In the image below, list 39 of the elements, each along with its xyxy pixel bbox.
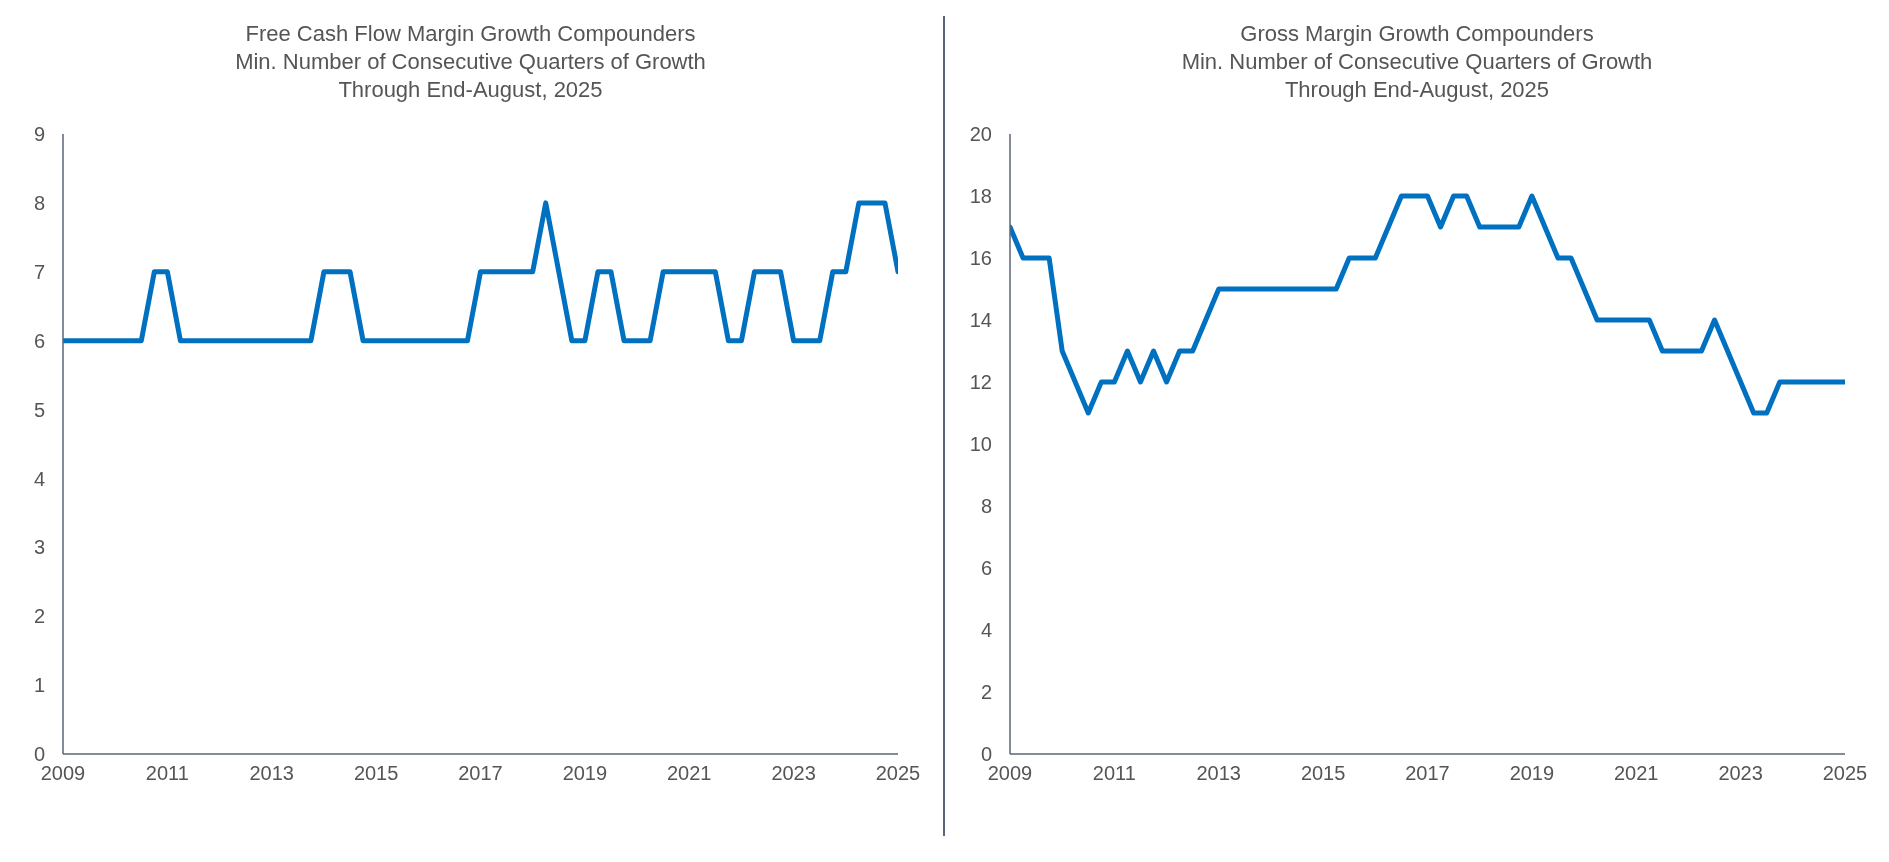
- x-tick-label: 2025: [875, 762, 921, 785]
- x-tick-label: 2019: [1509, 762, 1554, 785]
- y-tick-label: 12: [969, 371, 992, 394]
- y-tick-label: 6: [33, 329, 45, 352]
- y-tick-label: 8: [33, 191, 45, 214]
- x-tick-label: 2021: [667, 762, 712, 785]
- y-tick-label: 6: [980, 557, 992, 580]
- y-tick-label: 10: [969, 433, 992, 456]
- x-tick-label: 2017: [1404, 762, 1450, 785]
- y-tick-label: 1: [33, 674, 45, 697]
- y-tick-label: 4: [980, 619, 992, 642]
- x-tick-label: 2011: [145, 762, 189, 785]
- y-tick-label: 2: [980, 681, 992, 704]
- chart-title: Free Cash Flow Margin Growth Compounders: [244, 20, 697, 48]
- y-tick-label: 9: [33, 123, 45, 146]
- y-tick-label: 4: [33, 467, 45, 490]
- y-tick-label: 18: [969, 185, 992, 208]
- x-tick-label: 2015: [353, 762, 399, 785]
- chart-title: Gross Margin Growth Compounders: [1239, 20, 1595, 48]
- x-tick-label: 2023: [771, 762, 816, 785]
- x-tick-label: 2013: [249, 762, 294, 785]
- chart-subtitle: Min. Number of Consecutive Quarters of Growth Through End-August, 2025: [235, 48, 706, 104]
- chart-subtitle: Min. Number of Consecutive Quarters of Growth Through End-August, 2025: [1181, 48, 1653, 104]
- y-tick-label: 16: [969, 247, 992, 270]
- x-tick-label: 2019: [562, 762, 608, 785]
- y-tick-label: 7: [33, 260, 45, 283]
- y-tick-label: 8: [980, 495, 992, 518]
- x-tick-label: 2025: [1822, 762, 1867, 785]
- x-tick-label: 2021: [1613, 762, 1658, 785]
- y-tick-label: 14: [969, 309, 992, 332]
- x-tick-label: 2023: [1717, 762, 1763, 785]
- x-tick-label: 2015: [1300, 762, 1345, 785]
- y-tick-label: 3: [33, 536, 45, 559]
- y-tick-label: 20: [969, 123, 992, 146]
- x-tick-label: 2011: [1092, 762, 1136, 785]
- x-tick-label: 2013: [1196, 762, 1241, 785]
- y-tick-label: 2: [33, 605, 45, 628]
- x-tick-label: 2017: [458, 762, 503, 785]
- y-tick-label: 5: [33, 398, 45, 421]
